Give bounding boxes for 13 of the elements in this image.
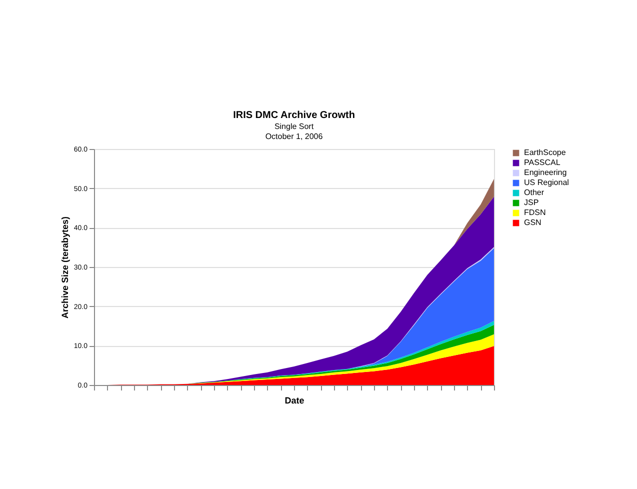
text: Single Sort [274, 122, 314, 131]
legend-label: PASSCAL [524, 158, 561, 167]
legend-label: GSN [524, 218, 542, 227]
legend-label: US Regional [524, 178, 570, 187]
text: October 1, 2006 [265, 132, 323, 141]
legend-label: JSP [524, 198, 539, 207]
y-axis-title: Archive Size (terabytes) [60, 216, 70, 319]
chart-title: IRIS DMC Archive Growth [233, 110, 355, 121]
x-axis-title: Date [284, 396, 304, 406]
legend-label: EarthScope [524, 148, 566, 157]
legend-label: FDSN [524, 208, 546, 217]
legend-label: Engineering [524, 168, 567, 177]
legend-label: Other [524, 188, 544, 197]
